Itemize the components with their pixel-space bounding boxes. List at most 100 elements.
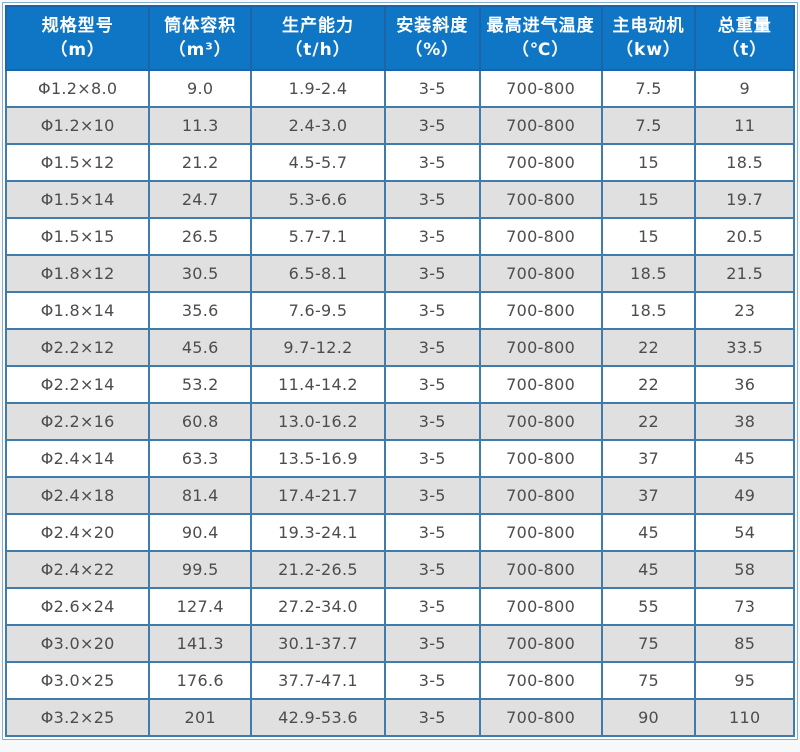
table-row: Φ2.4×20 90.4 19.3-24.1 3-5 700-800 45 54: [4, 513, 795, 552]
spec-table: 规格型号 （m） 筒体容积 （m³） 生产能力 （t/h） 安装斜度 （%） 最高进气温度 （℃）…: [4, 5, 795, 737]
table-cell: 3-5: [384, 513, 481, 552]
table-cell: 141.3: [148, 624, 253, 663]
table-cell: 700-800: [478, 587, 603, 626]
table-cell: 3-5: [384, 217, 481, 256]
table-cell: 7.5: [600, 106, 697, 145]
column-label: 安装斜度: [396, 16, 469, 36]
table-cell: 9.0: [148, 69, 253, 108]
table-cell: 700-800: [478, 254, 603, 293]
table-cell: 2.4-3.0: [250, 106, 386, 145]
column-header-2: 筒体容积 （m³）: [148, 5, 253, 71]
table-cell: 81.4: [148, 476, 253, 515]
table-cell: 60.8: [148, 402, 253, 441]
table-cell: 1.9-2.4: [250, 69, 386, 108]
table-cell: 3-5: [384, 698, 481, 737]
table-cell: 3-5: [384, 291, 481, 330]
table-cell: Φ2.2×14: [4, 365, 151, 404]
table-cell: 37: [600, 439, 697, 478]
table-cell: 110: [694, 698, 795, 737]
table-cell: Φ2.4×18: [4, 476, 151, 515]
table-cell: 9: [694, 69, 795, 108]
table-cell: 73: [694, 587, 795, 626]
table-cell: Φ1.5×14: [4, 180, 151, 219]
table-cell: 700-800: [478, 476, 603, 515]
table-row: Φ2.2×12 45.6 9.7-12.2 3-5 700-800 22 33.5: [4, 328, 795, 367]
table-cell: 45: [600, 513, 697, 552]
table-cell: 3-5: [384, 328, 481, 367]
table-cell: 45: [694, 439, 795, 478]
table-cell: 18.5: [600, 291, 697, 330]
column-unit: （%）: [405, 40, 460, 60]
table-cell: 90.4: [148, 513, 253, 552]
table-row: Φ1.8×14 35.6 7.6-9.5 3-5 700-800 18.5 23: [4, 291, 795, 330]
table-cell: 49: [694, 476, 795, 515]
table-cell: Φ2.2×12: [4, 328, 151, 367]
table-cell: 700-800: [478, 328, 603, 367]
table-row: Φ1.2×10 11.3 2.4-3.0 3-5 700-800 7.5 11: [4, 106, 795, 145]
table-cell: 58: [694, 550, 795, 589]
table-cell: 5.7-7.1: [250, 217, 386, 256]
column-header-7: 总重量 （t）: [694, 5, 795, 71]
table-cell: 20.5: [694, 217, 795, 256]
table-row: Φ2.4×18 81.4 17.4-21.7 3-5 700-800 37 49: [4, 476, 795, 515]
table-cell: 700-800: [478, 698, 603, 737]
table-cell: 42.9-53.6: [250, 698, 386, 737]
table-cell: 11: [694, 106, 795, 145]
table-cell: 3-5: [384, 69, 481, 108]
table-cell: 24.7: [148, 180, 253, 219]
column-header-6: 主电动机 （kw）: [600, 5, 697, 71]
header-row: 规格型号 （m） 筒体容积 （m³） 生产能力 （t/h） 安装斜度 （%） 最高进气温度 （℃）…: [4, 5, 795, 71]
table-cell: 15: [600, 143, 697, 182]
column-unit: （℃）: [511, 40, 570, 60]
table-cell: 38: [694, 402, 795, 441]
column-header-5: 最高进气温度 （℃）: [478, 5, 603, 71]
table-row: Φ1.2×8.0 9.0 1.9-2.4 3-5 700-800 7.5 9: [4, 69, 795, 108]
table-cell: 3-5: [384, 180, 481, 219]
table-cell: 700-800: [478, 661, 603, 700]
table-cell: 35.6: [148, 291, 253, 330]
column-label: 主电动机: [612, 16, 685, 36]
table-cell: 3-5: [384, 254, 481, 293]
table-cell: 15: [600, 180, 697, 219]
table-cell: Φ2.6×24: [4, 587, 151, 626]
table-cell: Φ3.0×20: [4, 624, 151, 663]
column-label: 筒体容积: [164, 16, 237, 36]
table-cell: 54: [694, 513, 795, 552]
table-cell: 37.7-47.1: [250, 661, 386, 700]
table-cell: 700-800: [478, 291, 603, 330]
table-cell: 201: [148, 698, 253, 737]
table-cell: 700-800: [478, 106, 603, 145]
table-cell: 176.6: [148, 661, 253, 700]
table-row: Φ1.8×12 30.5 6.5-8.1 3-5 700-800 18.5 21.5: [4, 254, 795, 293]
table-cell: 3-5: [384, 624, 481, 663]
table-cell: 37: [600, 476, 697, 515]
table-cell: 45.6: [148, 328, 253, 367]
table-cell: 85: [694, 624, 795, 663]
table-cell: 13.5-16.9: [250, 439, 386, 478]
table-cell: 7.5: [600, 69, 697, 108]
table-cell: Φ2.2×16: [4, 402, 151, 441]
table-cell: 700-800: [478, 624, 603, 663]
table-cell: 700-800: [478, 513, 603, 552]
table-cell: 30.1-37.7: [250, 624, 386, 663]
table-cell: 22: [600, 328, 697, 367]
table-cell: 75: [600, 624, 697, 663]
table-cell: 21.2: [148, 143, 253, 182]
table-cell: 700-800: [478, 217, 603, 256]
table-cell: 30.5: [148, 254, 253, 293]
spec-table-header: 规格型号 （m） 筒体容积 （m³） 生产能力 （t/h） 安装斜度 （%） 最高进气温度 （℃）…: [4, 5, 795, 71]
table-cell: 3-5: [384, 402, 481, 441]
table-cell: 6.5-8.1: [250, 254, 386, 293]
table-cell: 5.3-6.6: [250, 180, 386, 219]
column-label: 规格型号: [41, 16, 114, 36]
table-cell: Φ1.2×10: [4, 106, 151, 145]
table-row: Φ1.5×14 24.7 5.3-6.6 3-5 700-800 15 19.7: [4, 180, 795, 219]
table-cell: Φ3.0×25: [4, 661, 151, 700]
table-cell: 17.4-21.7: [250, 476, 386, 515]
column-label: 生产能力: [282, 16, 355, 36]
column-header-4: 安装斜度 （%）: [384, 5, 481, 71]
table-row: Φ3.2×25 201 42.9-53.6 3-5 700-800 90 110: [4, 698, 795, 737]
table-cell: Φ1.2×8.0: [4, 69, 151, 108]
table-cell: 700-800: [478, 365, 603, 404]
table-cell: 3-5: [384, 365, 481, 404]
